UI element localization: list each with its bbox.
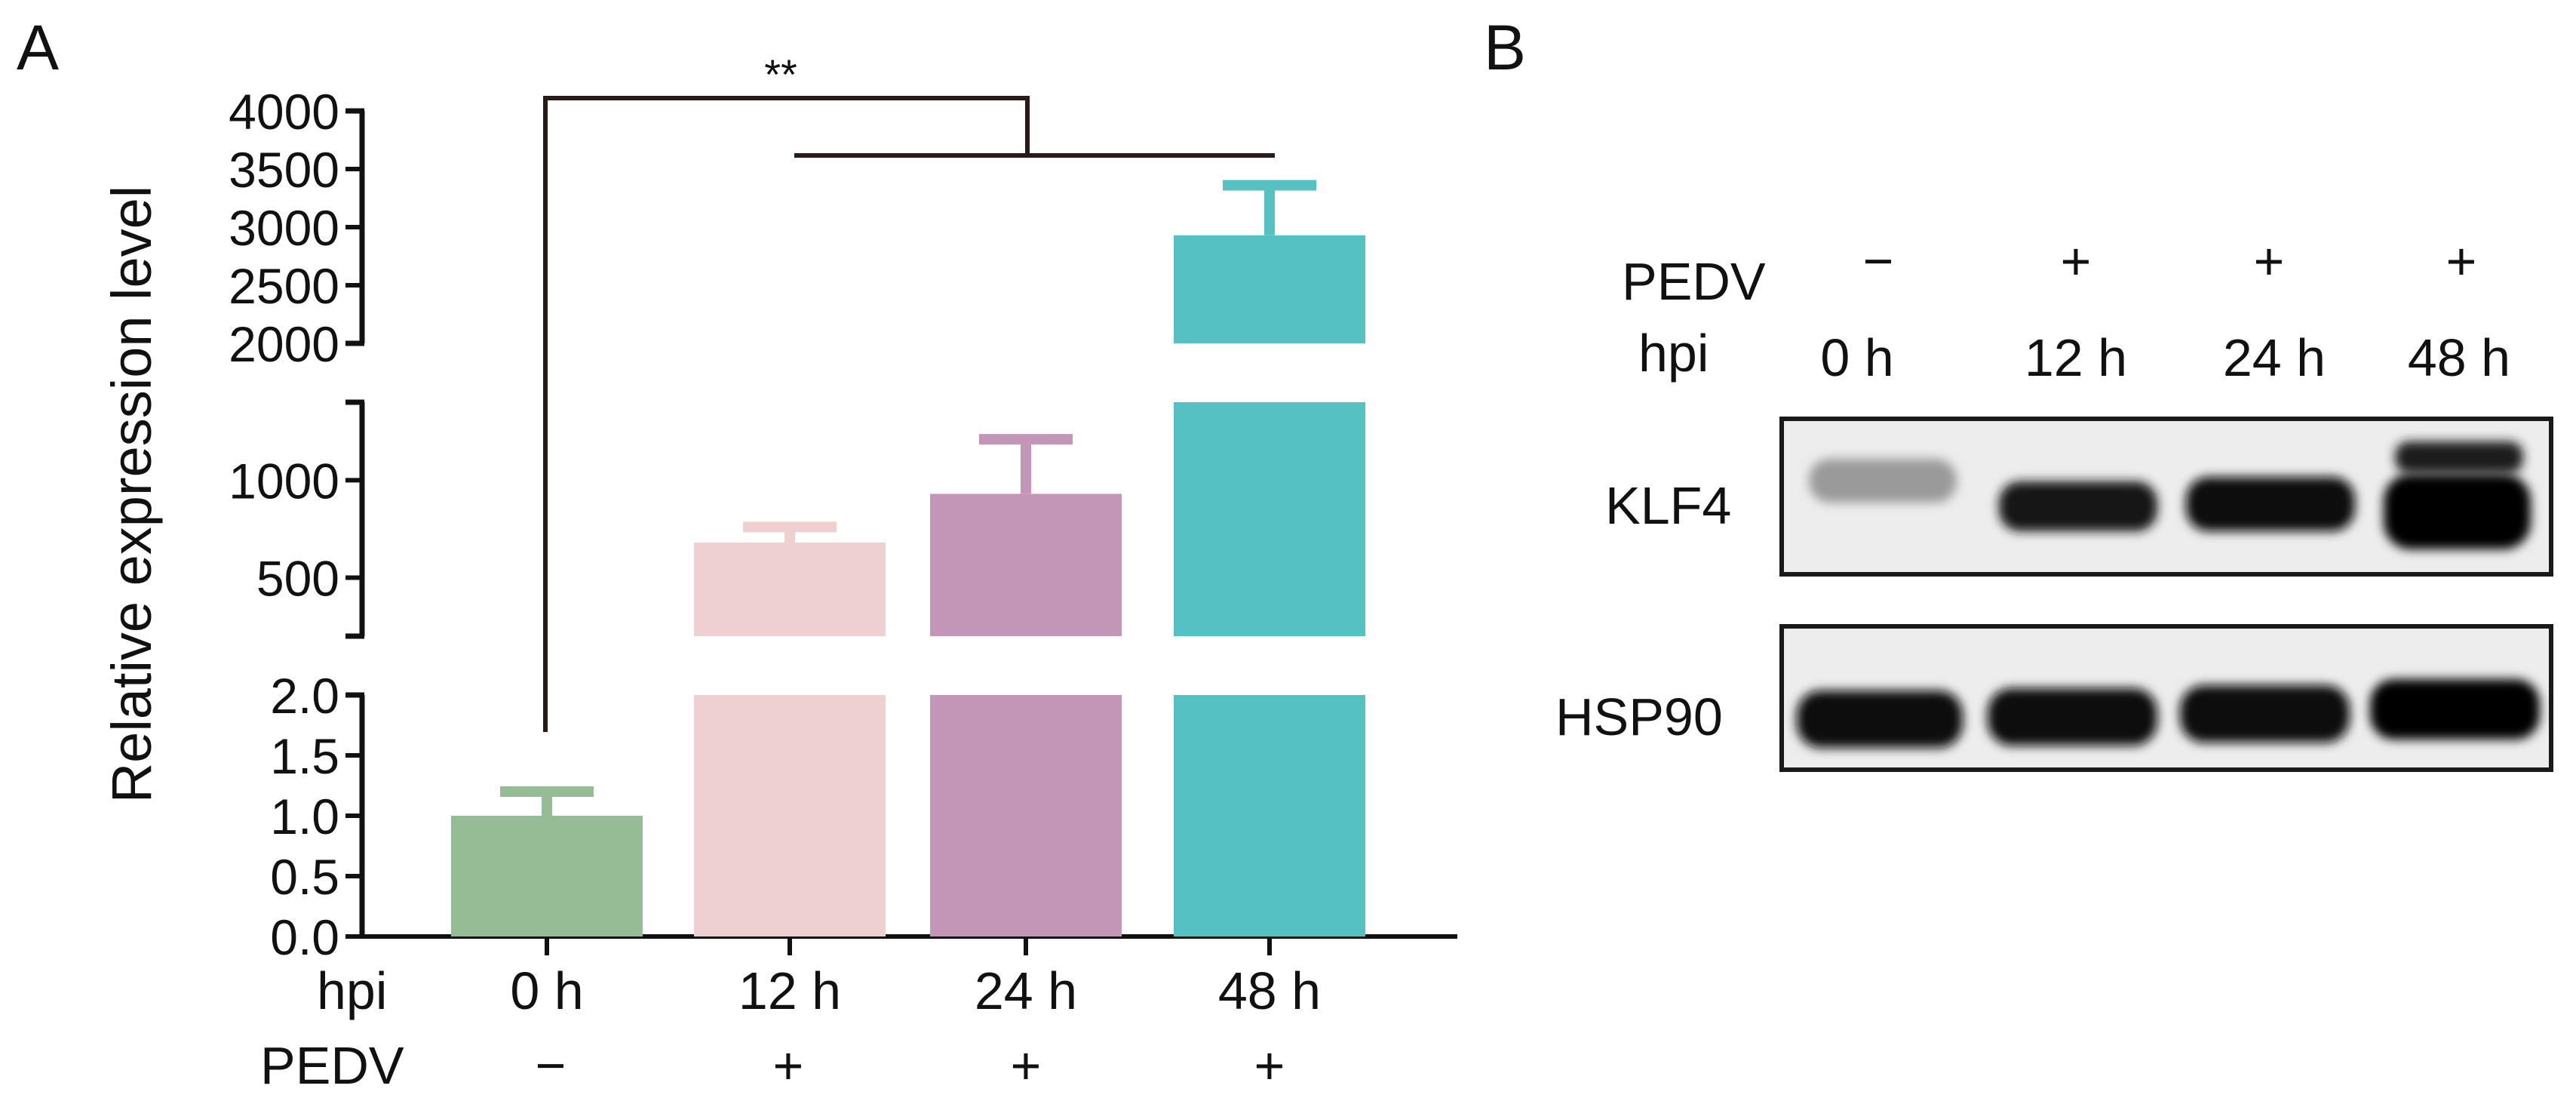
blot-header-pedv: PEDV − + + + [1622, 232, 2476, 311]
blot-pedv-label: PEDV [1622, 252, 1766, 311]
x-row-pedv-value-3: + [1254, 1036, 1285, 1095]
blot-klf4-lane-2 [2186, 477, 2355, 531]
blot-hpi-2: 24 h [2223, 328, 2326, 387]
x-row-hpi: hpi 0 h 12 h 24 h 48 h [317, 961, 1321, 1020]
y-axis-title: Relative expression level [100, 186, 163, 804]
blot-hsp90-lane-2 [2180, 685, 2350, 743]
y-tick-label-2-0: 2000 [229, 316, 339, 372]
blot-pedv-0: − [1863, 232, 1894, 291]
bar-2-segment-0 [930, 695, 1122, 936]
blot-label-klf4: KLF4 [1605, 476, 1731, 535]
panel-b-label: B [1484, 12, 1526, 83]
y-tick-label-2-1: 2500 [229, 258, 339, 314]
x-row-hpi-label: hpi [317, 961, 387, 1020]
bar-1-segment-1 [694, 543, 886, 636]
y-tick-label-1-0: 500 [256, 551, 339, 607]
y-tick-label-0-2: 1.0 [270, 789, 339, 844]
blot-header-hpi: hpi 0 h 12 h 24 h 48 h [1638, 324, 2510, 387]
blot-pedv-2: + [2254, 232, 2285, 291]
x-row-pedv-label: PEDV [260, 1036, 404, 1095]
bar-3-segment-1 [1174, 402, 1365, 636]
blot-hpi-3: 48 h [2408, 328, 2510, 387]
y-tick-label-0-4: 2.0 [270, 668, 339, 724]
y-tick-label-2-3: 3500 [229, 142, 339, 198]
blot-klf4-lane-0 [1809, 459, 1957, 503]
blot-hpi-label: hpi [1638, 324, 1709, 383]
bar-0-segment-0 [451, 816, 643, 936]
y-tick-label-2-4: 4000 [229, 84, 339, 140]
blot-hsp90-lane-3 [2370, 679, 2540, 740]
bars [451, 235, 1365, 936]
bar-1-segment-0 [694, 695, 886, 936]
y-tick-label-1-1: 1000 [229, 453, 339, 509]
panel-a-label: A [17, 12, 59, 83]
x-row-hpi-value-1: 12 h [738, 961, 841, 1020]
panel-b: B PEDV − + + + hpi 0 h 12 h 24 h 48 h KL… [1484, 12, 2553, 772]
y-tick-label-2-2: 3000 [229, 200, 339, 256]
y-tick-label-0-3: 1.5 [270, 728, 339, 784]
bar-2-segment-1 [930, 494, 1122, 636]
x-row-pedv-value-0: − [536, 1036, 566, 1095]
x-ticks [545, 936, 1272, 955]
y-axis: 0.00.51.01.52.0 500 1000 200025003000350040… [229, 84, 365, 965]
blot-klf4-lane-3 [2384, 474, 2531, 549]
x-row-pedv: PEDV − + + + [260, 1036, 1285, 1095]
blot-pedv-1: + [2061, 232, 2092, 291]
panel-a: A Relative expression level 0.00.51.01.5… [17, 12, 1457, 1095]
significance-label: ** [764, 51, 797, 98]
blot-pedv-3: + [2446, 232, 2477, 291]
blot-klf4-lane-1 [1999, 481, 2157, 531]
error-bars [500, 180, 1316, 816]
y-tick-label-0-0: 0.0 [270, 909, 339, 965]
x-row-pedv-value-2: + [1011, 1036, 1042, 1095]
blot-hsp90 [1779, 624, 2553, 772]
blot-hsp90-lane-0 [1797, 690, 1963, 748]
blot-hpi-1: 12 h [2025, 328, 2127, 387]
x-row-pedv-value-1: + [773, 1036, 804, 1095]
x-row-hpi-value-3: 48 h [1218, 961, 1321, 1020]
blot-klf4-lane-3-upper [2395, 441, 2523, 473]
blot-hpi-0: 0 h [1820, 328, 1893, 387]
x-row-hpi-value-2: 24 h [975, 961, 1077, 1020]
significance-bracket [543, 96, 1275, 732]
y-tick-label-0-1: 0.5 [270, 849, 339, 905]
blot-label-hsp90: HSP90 [1555, 687, 1723, 746]
bar-3-segment-0 [1174, 695, 1365, 936]
x-row-hpi-value-0: 0 h [510, 961, 583, 1020]
bar-3-segment-2 [1174, 235, 1365, 343]
blot-klf4 [1779, 417, 2553, 577]
blot-hsp90-lane-1 [1988, 688, 2157, 746]
